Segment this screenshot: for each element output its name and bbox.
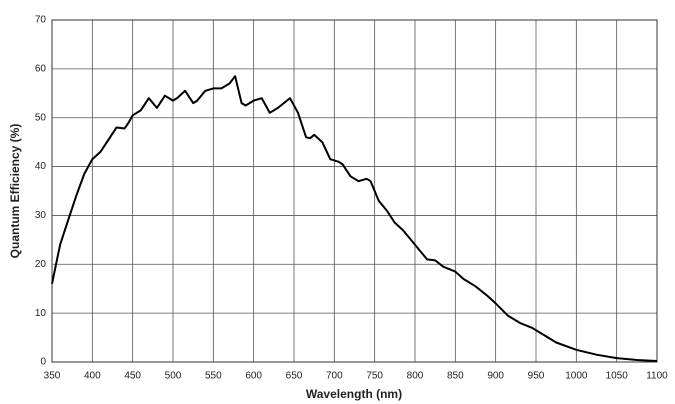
- y-axis-label: Quantum Efficiency (%): [8, 124, 22, 259]
- x-tick-label: 350: [44, 371, 61, 382]
- x-tick-label: 550: [205, 371, 222, 382]
- y-tick-label: 40: [35, 161, 47, 172]
- x-tick-label: 650: [286, 371, 303, 382]
- x-tick-label: 750: [366, 371, 383, 382]
- y-tick-label: 50: [35, 112, 47, 123]
- x-tick-label: 700: [326, 371, 343, 382]
- x-tick-label: 600: [245, 371, 262, 382]
- x-tick-label: 950: [528, 371, 545, 382]
- y-tick-label: 20: [35, 259, 47, 270]
- x-tick-label: 850: [447, 371, 464, 382]
- line: [51, 75, 658, 362]
- x-tick-label: 1100: [646, 371, 668, 382]
- x-tick-label: 1050: [606, 371, 629, 382]
- y-tick-label: 30: [35, 210, 47, 221]
- y-tick-label: 70: [35, 15, 47, 26]
- x-tick-label: 400: [84, 371, 101, 382]
- x-tick-label: 1000: [565, 371, 588, 382]
- x-tick-label: 450: [124, 371, 141, 382]
- x-tick-label: 900: [487, 371, 504, 382]
- x-tick-label: 500: [165, 371, 182, 382]
- x-axis-label: Wavelength (nm): [306, 387, 402, 401]
- plot-frame: [51, 19, 658, 363]
- y-tick-label: 60: [35, 63, 47, 74]
- y-tick-label: 10: [35, 308, 47, 319]
- x-tick-label: 800: [407, 371, 424, 382]
- y-tick-label: 0: [40, 357, 46, 368]
